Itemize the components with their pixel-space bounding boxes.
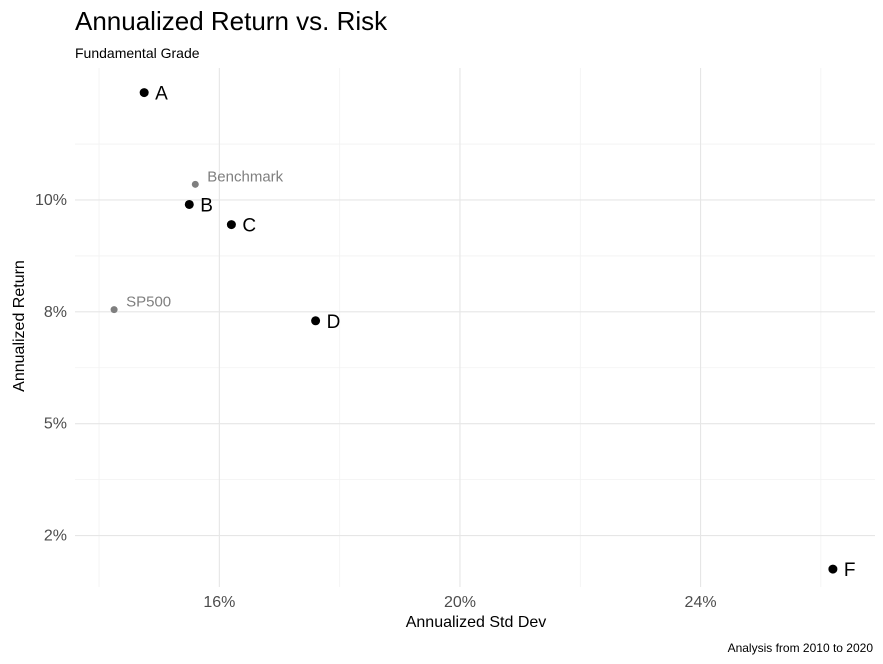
x-axis-title: Annualized Std Dev	[406, 614, 547, 631]
point-label-d: D	[327, 312, 341, 333]
axis-ticks: 16% 20% 24% 2% 5% 8% 10%	[35, 192, 717, 611]
point-a	[139, 88, 149, 98]
point-d	[311, 316, 321, 326]
point-label-benchmark: Benchmark	[207, 168, 283, 185]
point-f	[828, 564, 838, 574]
point-c	[226, 220, 236, 230]
chart-caption: Analysis from 2010 to 2020	[728, 641, 874, 655]
point-benchmark	[191, 180, 199, 188]
point-sp500	[110, 306, 118, 314]
point-label-a: A	[155, 84, 168, 105]
chart-title: Annualized Return vs. Risk	[75, 6, 388, 36]
y-tick-label: 10%	[35, 192, 67, 209]
x-tick-label: 20%	[444, 594, 476, 611]
x-tick-label: 24%	[685, 594, 717, 611]
y-tick-label: 8%	[44, 304, 67, 321]
point-labels: A B C D F Benchmark SP500	[126, 84, 855, 581]
y-axis-title: Annualized Return	[11, 260, 28, 392]
data-points	[110, 88, 838, 574]
y-tick-label: 2%	[44, 528, 67, 545]
x-tick-label: 16%	[203, 594, 235, 611]
point-label-sp500: SP500	[126, 294, 171, 311]
point-label-f: F	[844, 560, 856, 581]
point-label-c: C	[242, 216, 256, 237]
y-tick-label: 5%	[44, 416, 67, 433]
chart-subtitle: Fundamental Grade	[75, 45, 200, 61]
point-label-b: B	[200, 195, 213, 216]
point-b	[184, 199, 194, 209]
grid	[75, 68, 875, 587]
